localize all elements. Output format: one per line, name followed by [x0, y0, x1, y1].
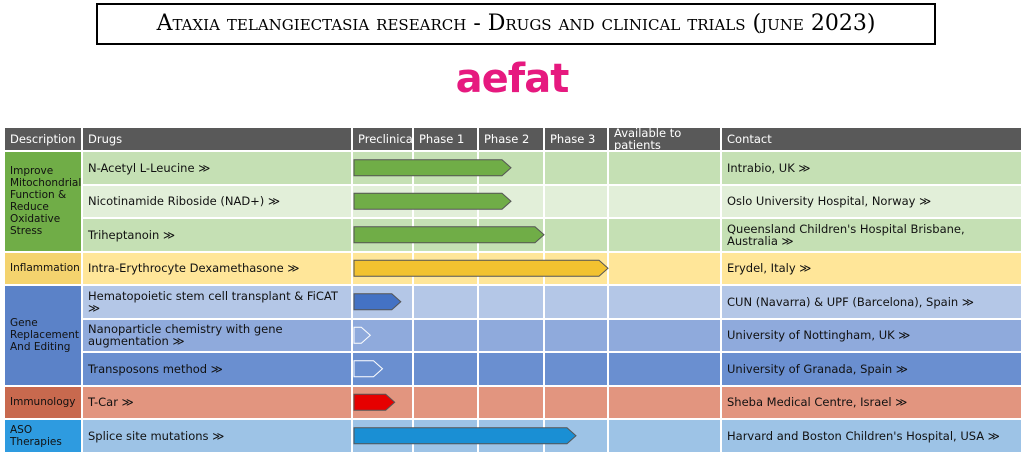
- column-header: Description: [4, 127, 82, 151]
- progress-arrow: [353, 360, 384, 378]
- progress-arrow: [353, 326, 372, 344]
- progress-arrow: [353, 226, 545, 244]
- drug: Intra-Erythrocyte Dexamethasone ≫: [82, 251, 352, 285]
- drug: Transposons method ≫: [82, 352, 352, 386]
- contact: Oslo University Hospital, Norway ≫: [721, 184, 1022, 218]
- drug: T-Car ≫: [82, 385, 352, 419]
- stage-cell: [544, 352, 608, 386]
- stage-cell: [544, 151, 608, 185]
- stage-cell: [608, 385, 721, 419]
- progress-arrow: [353, 159, 512, 177]
- contact: University of Nottingham, UK ≫: [721, 318, 1022, 352]
- drug: N-Acetyl L-Leucine ≫: [82, 151, 352, 185]
- stage-cell: [478, 318, 544, 352]
- stage-cell: [544, 385, 608, 419]
- column-header: Phase 1: [413, 127, 478, 151]
- progress-arrow: [353, 427, 577, 445]
- progress-arrow: [353, 192, 512, 210]
- stage-cell: [478, 285, 544, 319]
- stage-cell: [608, 419, 721, 453]
- stage-cell: [544, 285, 608, 319]
- stage-cell: [608, 285, 721, 319]
- stage-cell: [608, 352, 721, 386]
- drug: Hematopoietic stem cell transplant & FiC…: [82, 285, 352, 319]
- column-header: Drugs: [82, 127, 352, 151]
- column-header: Phase 2: [478, 127, 544, 151]
- stage-cell: [413, 285, 478, 319]
- progress-arrow: [353, 293, 402, 311]
- stage-cell: [413, 385, 478, 419]
- stage-cell: [352, 318, 413, 352]
- title: Ataxia telangiectasia research - Drugs a…: [96, 3, 936, 45]
- group-label: ASO Therapies: [4, 419, 82, 453]
- contact: Intrabio, UK ≫: [721, 151, 1022, 185]
- column-header: Phase 3: [544, 127, 608, 151]
- stage-cell: [608, 184, 721, 218]
- contact: Sheba Medical Centre, Israel ≫: [721, 385, 1022, 419]
- column-header: Preclinical: [352, 127, 416, 151]
- group-label: Gene Replacement And Editing: [4, 285, 82, 386]
- contact: Erydel, Italy ≫: [721, 251, 1022, 285]
- stage-cell: [413, 318, 478, 352]
- stage-cell: [608, 318, 721, 352]
- progress-arrow: [353, 259, 609, 277]
- stage-cell: [544, 318, 608, 352]
- drug: Nicotinamide Riboside (NAD+) ≫: [82, 184, 352, 218]
- stage-cell: [478, 385, 544, 419]
- stage-cell: [608, 151, 721, 185]
- group-label: Inflammation: [4, 251, 82, 285]
- stage-cell: [608, 218, 721, 252]
- drug: Splice site mutations ≫: [82, 419, 352, 453]
- group-label: Improve Mitochondrial Function & Reduce …: [4, 151, 82, 252]
- group-label: Immunology: [4, 385, 82, 419]
- stage-cell: [544, 184, 608, 218]
- stage-cell: [478, 352, 544, 386]
- progress-arrow: [353, 393, 396, 411]
- contact: Queensland Children's Hospital Brisbane,…: [721, 218, 1022, 252]
- column-header: Available to patients: [608, 127, 721, 151]
- column-header: Contact: [721, 127, 1022, 151]
- stage-cell: [413, 352, 478, 386]
- drug: Nanoparticle chemistry with gene augment…: [82, 318, 352, 352]
- drug: Triheptanoin ≫: [82, 218, 352, 252]
- contact: University of Granada, Spain ≫: [721, 352, 1022, 386]
- contact: Harvard and Boston Children's Hospital, …: [721, 419, 1022, 453]
- logo: aefat: [455, 56, 570, 102]
- contact: CUN (Navarra) & UPF (Barcelona), Spain ≫: [721, 285, 1022, 319]
